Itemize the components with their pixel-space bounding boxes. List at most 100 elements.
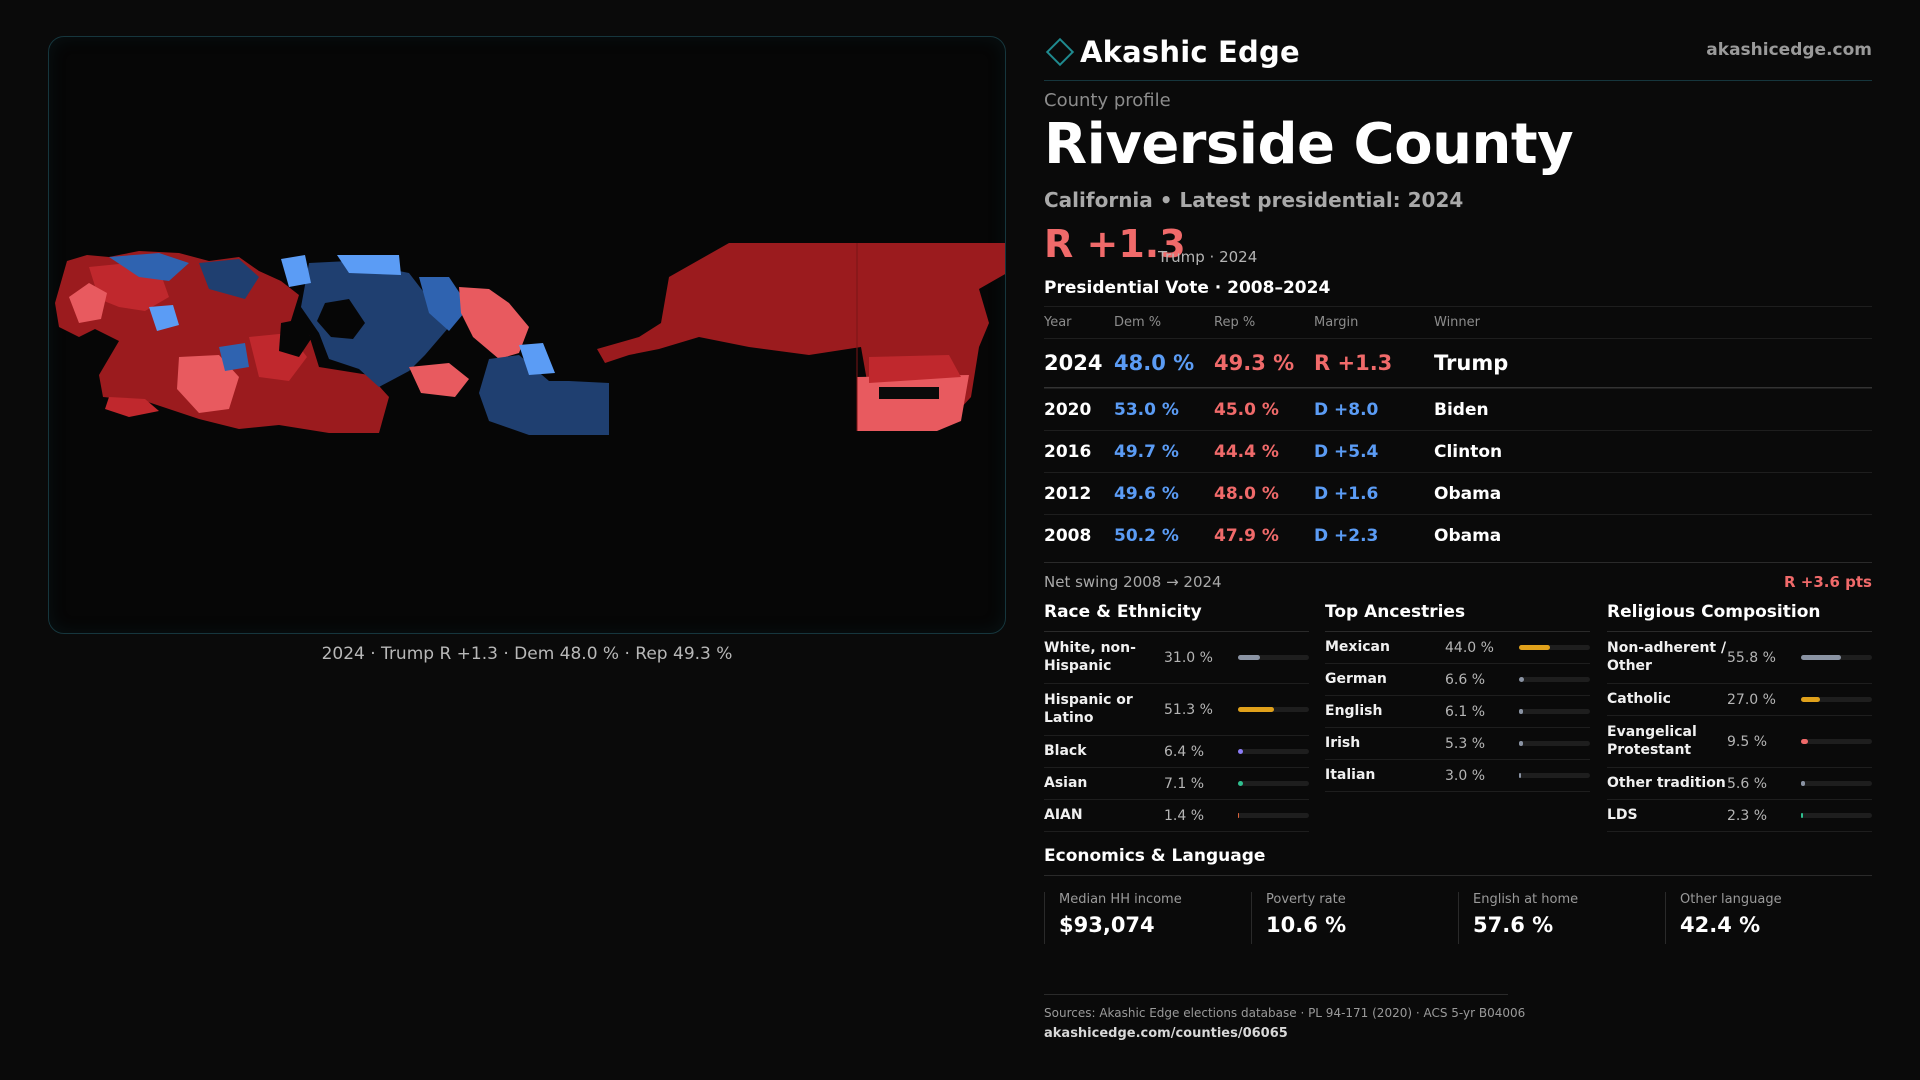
map-gap-west xyxy=(279,319,311,357)
cell-rep: 48.0 % xyxy=(1214,483,1279,504)
cell-margin: D +1.6 xyxy=(1314,483,1379,504)
item-bar-fill xyxy=(1238,813,1240,818)
item-label: Italian xyxy=(1325,766,1376,783)
net-swing-label: Net swing 2008 → 2024 xyxy=(1044,573,1222,591)
cell-dem: 53.0 % xyxy=(1114,399,1179,420)
item-label: AIAN xyxy=(1044,806,1083,823)
item-label: German xyxy=(1325,670,1387,687)
item-bar xyxy=(1519,773,1590,778)
item-bar xyxy=(1519,645,1590,650)
stat-label: Median HH income xyxy=(1059,892,1182,907)
stat-median-income: Median HH income $93,074 xyxy=(1044,892,1251,944)
table-header: Year Dem % Rep % Margin Winner xyxy=(1044,306,1872,338)
item-bar-fill xyxy=(1801,697,1821,702)
map-region-west-red-light-2 xyxy=(177,355,239,413)
page-title: Riverside County xyxy=(1044,112,1574,177)
list-item: German 6.6 % xyxy=(1325,664,1590,696)
item-bar-fill xyxy=(1801,655,1841,660)
item-percent: 55.8 % xyxy=(1727,649,1776,666)
brand[interactable]: Akashic Edge xyxy=(1044,32,1300,72)
map-region-central-blue-light-2 xyxy=(337,255,401,275)
list-item: Hispanic or Latino 51.3 % xyxy=(1044,684,1309,736)
item-label: Evangelical Protestant xyxy=(1607,724,1697,758)
precinct-map xyxy=(55,243,1005,435)
item-percent: 51.3 % xyxy=(1164,701,1213,718)
map-region-east-blue xyxy=(479,355,609,435)
item-percent: 6.4 % xyxy=(1164,743,1205,760)
map-region-west-blue-2 xyxy=(199,259,259,299)
table-row: 2012 49.6 % 48.0 % D +1.6 Obama xyxy=(1044,472,1872,514)
list-item: Mexican 44.0 % xyxy=(1325,632,1590,664)
cell-rep: 49.3 % xyxy=(1214,351,1295,375)
item-bar-fill xyxy=(1519,773,1522,778)
cell-year: 2012 xyxy=(1044,483,1092,504)
map-gap-central xyxy=(317,299,365,339)
item-bar xyxy=(1238,781,1309,786)
map-region-east-blue-light xyxy=(519,343,555,375)
presidential-vote-table: Year Dem % Rep % Margin Winner 2024 48.0… xyxy=(1044,306,1872,556)
item-label: White, non-Hispanic xyxy=(1044,640,1136,674)
item-bar xyxy=(1519,677,1590,682)
cell-margin: D +2.3 xyxy=(1314,525,1379,546)
table-row: 2008 50.2 % 47.9 % D +2.3 Obama xyxy=(1044,514,1872,556)
list-item: Italian 3.0 % xyxy=(1325,760,1590,792)
cell-rep: 44.4 % xyxy=(1214,441,1279,462)
religion-list: Non-adherent / Other 55.8 % Catholic 27.0 %… xyxy=(1607,632,1872,832)
religion-title: Religious Composition xyxy=(1607,602,1872,632)
stat-value: 57.6 % xyxy=(1473,913,1554,937)
item-bar-fill xyxy=(1801,813,1803,818)
map-region-west-red-mid-3 xyxy=(105,397,159,417)
item-bar-fill xyxy=(1519,677,1524,682)
map-caption: 2024 · Trump R +1.3 · Dem 48.0 % · Rep 4… xyxy=(321,644,733,664)
diamond-icon xyxy=(1045,37,1075,67)
item-bar-fill xyxy=(1238,655,1260,660)
item-bar xyxy=(1238,655,1309,660)
map-region-west-blue-4 xyxy=(219,343,249,371)
cell-dem: 49.7 % xyxy=(1114,441,1179,462)
map-gap-east xyxy=(879,387,939,399)
item-percent: 1.4 % xyxy=(1164,807,1205,824)
cell-margin: R +1.3 xyxy=(1314,351,1393,375)
list-item: Black 6.4 % xyxy=(1044,736,1309,768)
race-ethnicity-title: Race & Ethnicity xyxy=(1044,602,1309,632)
col-dem: Dem % xyxy=(1114,315,1162,330)
item-bar xyxy=(1519,741,1590,746)
map-region-far-east-red-mid xyxy=(869,355,961,383)
map-region-central-blue-mid xyxy=(419,277,469,331)
header-divider xyxy=(1044,80,1872,81)
cell-winner: Obama xyxy=(1434,525,1502,546)
item-label: Asian xyxy=(1044,774,1088,791)
table-row: 2016 49.7 % 44.4 % D +5.4 Clinton xyxy=(1044,430,1872,472)
item-percent: 7.1 % xyxy=(1164,775,1205,792)
item-bar-fill xyxy=(1519,741,1523,746)
item-bar xyxy=(1238,749,1309,754)
list-item: Asian 7.1 % xyxy=(1044,768,1309,800)
footer-divider xyxy=(1044,994,1508,995)
item-percent: 5.6 % xyxy=(1727,775,1768,792)
item-label: English xyxy=(1325,702,1383,719)
list-item: Non-adherent / Other 55.8 % xyxy=(1607,632,1872,684)
map-region-east-red-light-2 xyxy=(409,363,469,397)
item-bar xyxy=(1801,781,1872,786)
county-map[interactable] xyxy=(48,36,1006,634)
economics-divider xyxy=(1044,875,1872,876)
site-link[interactable]: akashicedge.com xyxy=(1706,40,1872,60)
map-region-east-red-light xyxy=(459,287,529,359)
subtitle: California • Latest presidential: 2024 xyxy=(1044,188,1464,212)
race-list: White, non-Hispanic 31.0 % Hispanic or Lat… xyxy=(1044,632,1309,832)
item-bar xyxy=(1238,813,1309,818)
cell-winner: Obama xyxy=(1434,483,1502,504)
item-percent: 2.3 % xyxy=(1727,807,1768,824)
sources-note: Sources: Akashic Edge elections database… xyxy=(1044,1006,1526,1020)
economics-stats: Median HH income $93,074 Poverty rate 10… xyxy=(1044,892,1872,944)
cell-dem: 49.6 % xyxy=(1114,483,1179,504)
county-url-link[interactable]: akashicedge.com/counties/06065 xyxy=(1044,1026,1288,1041)
col-winner: Winner xyxy=(1434,315,1481,330)
item-bar xyxy=(1801,739,1872,744)
item-label: Black xyxy=(1044,742,1087,759)
col-year: Year xyxy=(1044,315,1072,330)
table-row: 2020 53.0 % 45.0 % D +8.0 Biden xyxy=(1044,388,1872,430)
stat-value: 10.6 % xyxy=(1266,913,1347,937)
list-item: Irish 5.3 % xyxy=(1325,728,1590,760)
race-ethnicity-section: Race & Ethnicity White, non-Hispanic 31.0… xyxy=(1044,602,1309,832)
